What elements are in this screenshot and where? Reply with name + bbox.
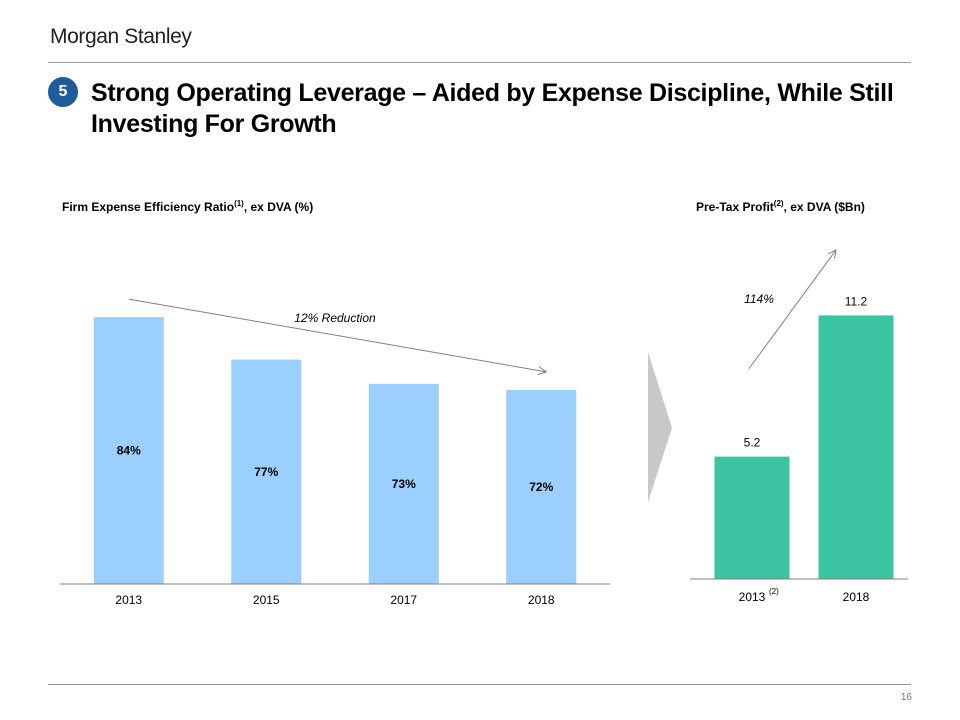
header-rule (48, 62, 911, 63)
right-chart-title: Pre-Tax Profit(2), ex DVA ($Bn) (696, 199, 865, 214)
left-trend-arrow (128, 298, 547, 372)
right-chart-title-suffix: , ex DVA ($Bn) (783, 200, 865, 214)
left-chart-title-footnote: (1) (234, 199, 244, 208)
right-x-tick-footnote-2013: (2) (769, 587, 779, 596)
left-bar-label-2018: 72% (529, 480, 553, 494)
left-bar-label-2015: 77% (254, 465, 278, 479)
right-x-tick-2013: 2013 (739, 590, 766, 604)
right-chart: 5.2 2013 (2) 11.2 2018 114% (690, 250, 908, 604)
left-x-tick-2015: 2015 (253, 593, 280, 607)
morgan-stanley-logo: Morgan Stanley (50, 25, 192, 48)
section-badge: 5 (48, 77, 78, 107)
right-growth-arrow (748, 250, 836, 369)
right-growth-annotation: 114% (744, 292, 774, 306)
left-x-tick-2013: 2013 (115, 593, 142, 607)
right-bar-2013 (714, 456, 790, 579)
left-chart-title-text: Firm Expense Efficiency Ratio (62, 200, 235, 214)
right-chart-title-text: Pre-Tax Profit (696, 200, 774, 214)
left-chart-title-suffix: , ex DVA (%) (243, 200, 314, 214)
left-bar-2018 (506, 389, 577, 584)
right-x-tick-2018: 2018 (843, 590, 870, 604)
left-x-tick-2018: 2018 (528, 593, 555, 607)
right-bar-label-2018: 11.2 (845, 294, 868, 308)
left-x-tick-2017: 2017 (390, 593, 417, 607)
left-chart-title: Firm Expense Efficiency Ratio(1), ex DVA… (62, 199, 313, 214)
left-bar-label-2017: 73% (392, 477, 416, 491)
right-chart-title-footnote: (2) (773, 199, 784, 208)
left-bar-label-2013: 84% (117, 444, 141, 458)
right-bar-label-2013: 5.2 (744, 436, 761, 450)
chevron-connector (648, 352, 672, 502)
left-bar-2013 (93, 317, 164, 584)
left-bar-2017 (368, 383, 439, 584)
footer-rule (48, 684, 911, 685)
left-chart: 84% 2013 77% 2015 73% 2017 72% 2018 12% Reductio… (60, 298, 610, 607)
right-bar-2018 (818, 315, 894, 579)
left-bar-2015 (231, 359, 302, 584)
page-number: 16 (900, 692, 912, 703)
slide-title: Strong Operating Leverage – Aided by Exp… (91, 79, 894, 138)
left-trend-annotation: 12% Reduction (294, 311, 376, 325)
